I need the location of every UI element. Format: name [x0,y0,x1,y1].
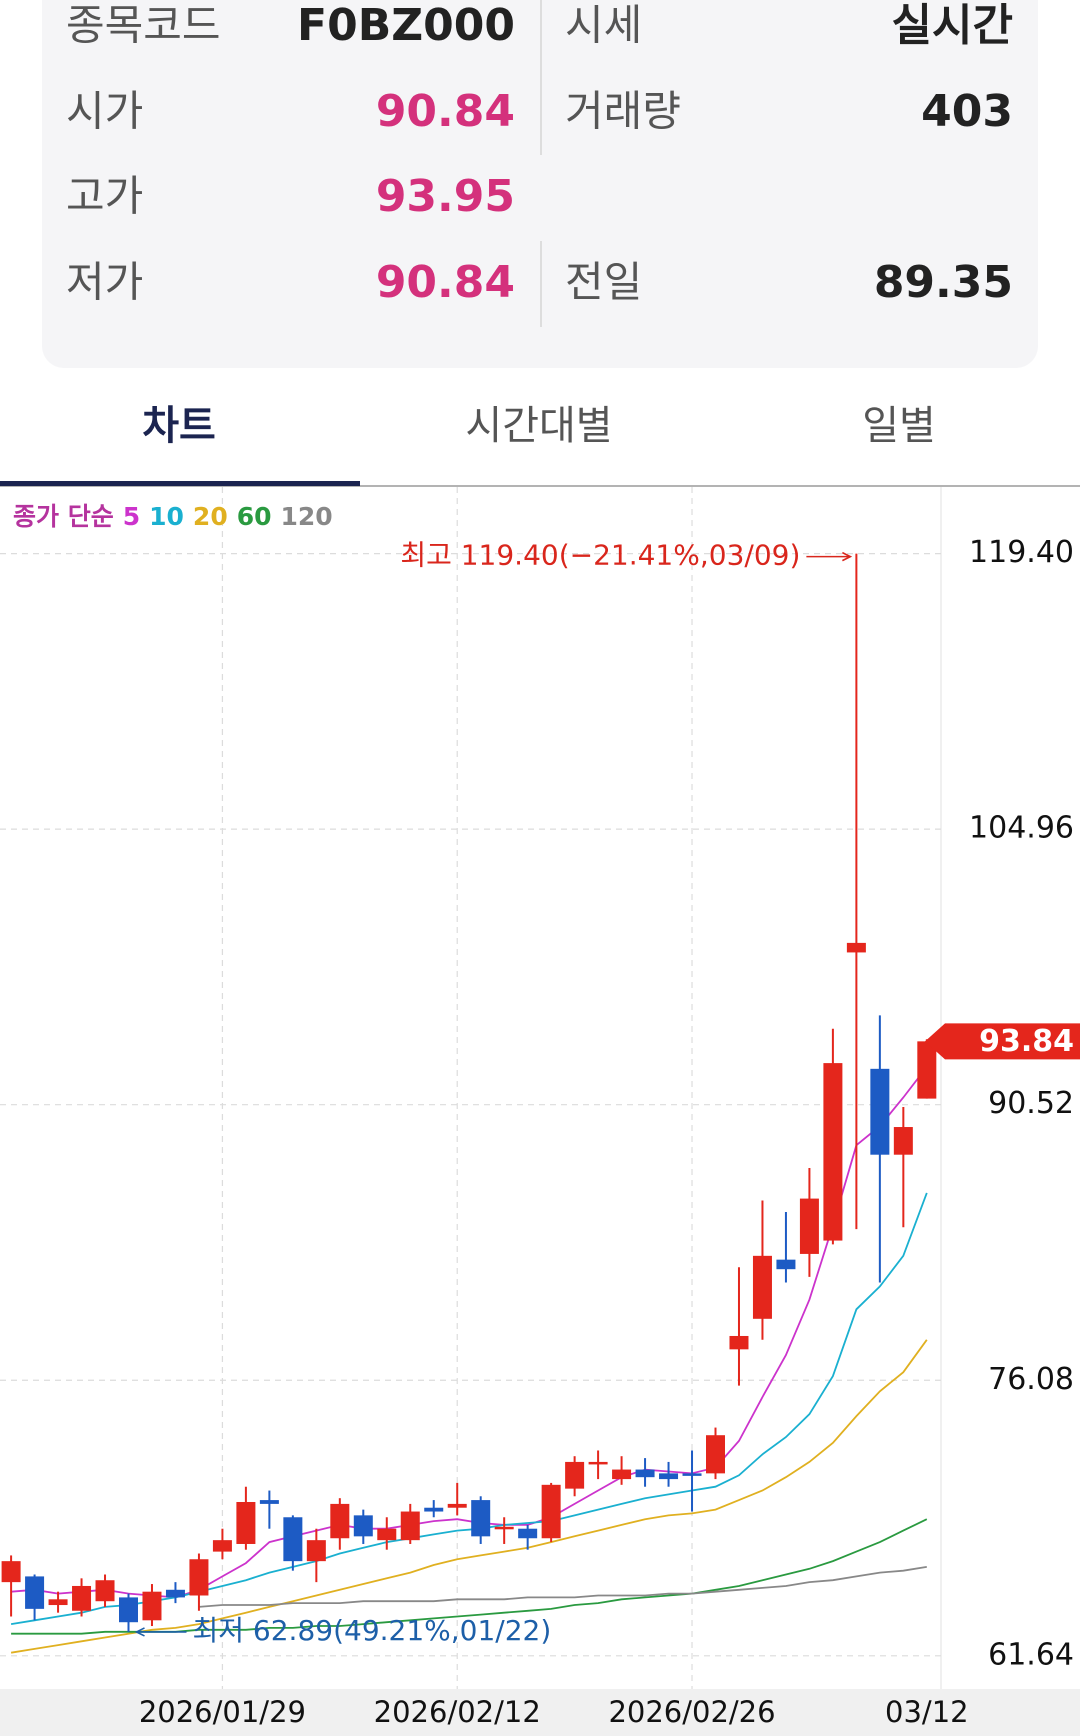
candle-body [212,1540,232,1552]
candle-body [95,1580,115,1602]
candle-body [424,1507,444,1512]
legend-entry: 5 [123,502,140,531]
info-label: 거래량 [565,87,681,136]
info-label: 종목코드 [66,1,221,50]
info-value: F0BZ000 [297,0,515,51]
candle-body [659,1473,679,1480]
x-tick-label: 03/12 [885,1695,969,1729]
candle-body [846,942,866,953]
candle-body [799,1198,819,1254]
candle-body [541,1484,561,1539]
x-axis-strip [0,1689,1080,1736]
candle-body [612,1469,632,1480]
candle-body [377,1528,397,1541]
candle-body [706,1435,725,1474]
y-tick-label: 104.96 [969,811,1074,846]
candle-body [518,1528,538,1539]
candle-body [72,1585,92,1611]
info-label: 시세 [565,1,642,50]
candle-body [635,1469,655,1478]
candle-body [353,1515,373,1537]
candle-body [870,1068,890,1155]
candle-body [306,1540,326,1562]
candle-body [119,1597,138,1623]
candle-body [752,1255,772,1319]
legend-entry: 120 [281,502,333,531]
tab[interactable]: 시간대별 [465,403,612,449]
info-value: 403 [921,86,1013,137]
legend-entry: 10 [149,502,184,531]
legend-entry: 60 [237,502,272,531]
low-annotation: 최저 62.89(49.21%,01/22) [193,1614,552,1647]
y-tick-label: 119.40 [969,535,1074,570]
y-tick-label: 76.08 [988,1362,1074,1397]
info-value: 90.84 [376,86,515,137]
ma-line [10,1339,928,1654]
info-panel [42,0,1038,368]
candle-body [283,1517,303,1562]
ma-line [10,1192,928,1625]
ma-line [198,1566,927,1608]
info-label: 저가 [66,258,143,307]
price-tag [925,1023,1080,1060]
candle-body [776,1259,796,1270]
candle-body [1,1561,21,1583]
y-tick-label: 90.52 [988,1086,1074,1121]
info-value: 93.95 [376,171,515,222]
candle-body [893,1127,913,1155]
candle-body [682,1473,702,1476]
tab[interactable]: 차트 [142,403,216,449]
candle-body [165,1589,185,1598]
candle-body [400,1511,420,1541]
candle-body [330,1503,350,1539]
info-value: 89.35 [874,257,1013,308]
candle-body [471,1500,491,1537]
candle-body [917,1041,937,1099]
ma-lines [10,1066,928,1654]
legend-title: 종가 단순 [13,502,114,531]
candle-body [25,1576,45,1609]
candle-body [236,1501,256,1544]
candle-body [823,1063,843,1241]
info-label: 시가 [66,87,143,136]
candle-body [142,1591,162,1621]
candle-body [729,1335,749,1350]
x-tick-label: 2026/01/29 [139,1695,306,1729]
ma-line [11,1066,928,1599]
info-label: 고가 [66,172,143,221]
info-label: 전일 [565,258,642,307]
candles [1,553,937,1632]
candle-body [447,1503,467,1508]
y-tick-label: 61.64 [988,1637,1074,1672]
x-tick-label: 2026/02/26 [608,1695,775,1729]
candle-body [189,1559,209,1596]
high-annotation: 최고 119.40(−21.41%,03/09) [400,539,800,572]
info-value: 실시간 [892,0,1013,51]
candle-body [588,1461,608,1465]
price-tag-label: 93.84 [979,1024,1074,1059]
candle-body [565,1461,585,1489]
candle-body [259,1500,279,1504]
candle-body [48,1599,68,1606]
low-arrowhead [134,1627,145,1637]
legend-entry: 20 [193,502,228,531]
x-tick-label: 2026/02/12 [374,1695,541,1729]
candle-body [494,1526,514,1530]
tab[interactable]: 일별 [862,403,936,449]
high-arrowhead [842,551,853,562]
info-value: 90.84 [376,257,515,308]
tab-indicator [0,481,360,486]
